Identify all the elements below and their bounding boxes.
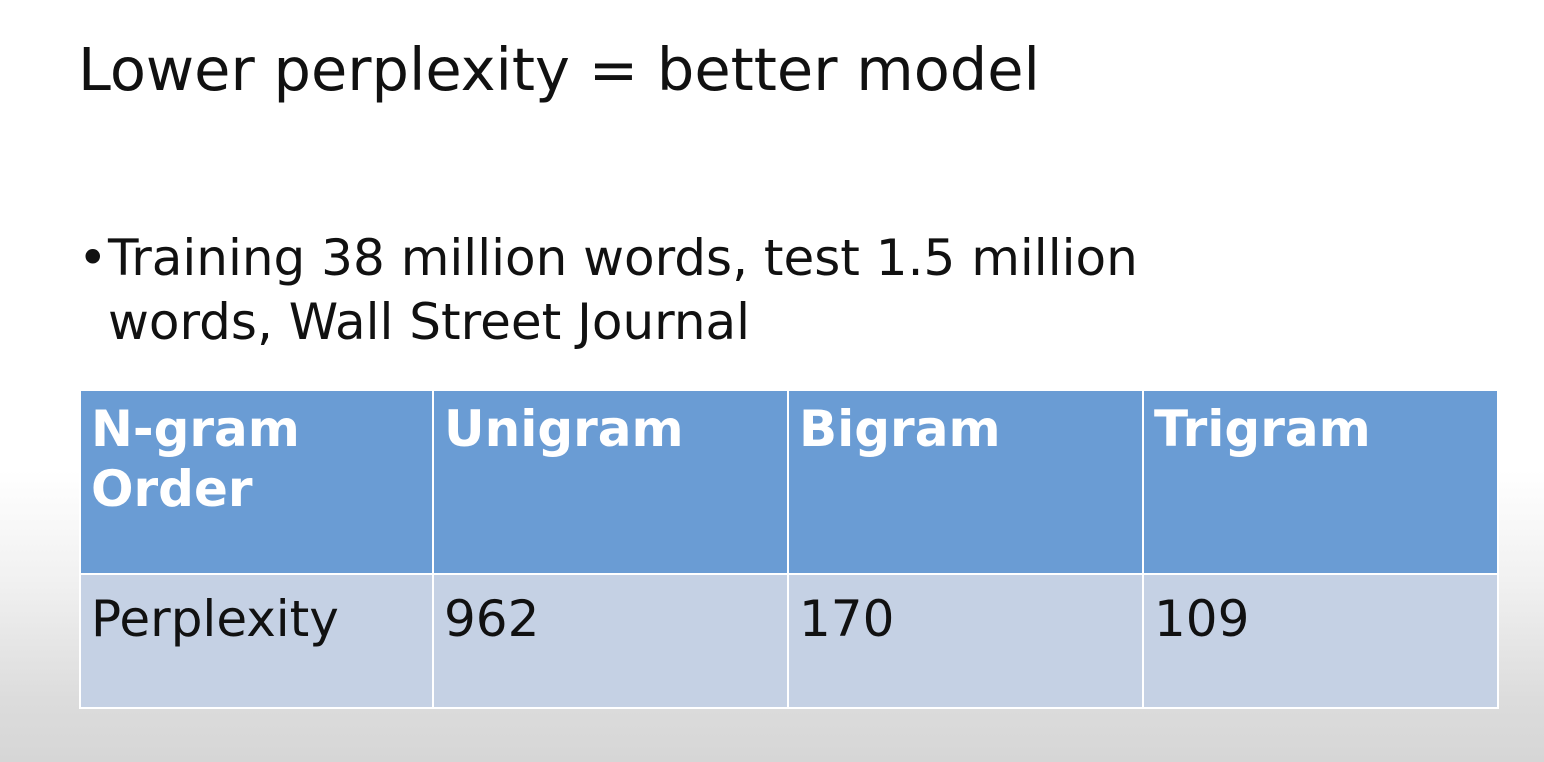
- value-unigram: 962: [432, 573, 789, 709]
- bullet-item: • Training 38 million words, test 1.5 mi…: [78, 226, 1378, 354]
- bullet-point-icon: •: [78, 229, 108, 287]
- header-unigram: Unigram: [432, 389, 789, 575]
- value-bigram: 170: [787, 573, 1144, 709]
- header-ngram-order: N-gram Order: [79, 389, 434, 575]
- bullet-list: • Training 38 million words, test 1.5 mi…: [78, 226, 1378, 354]
- table-header-row: N-gram Order Unigram Bigram Trigram: [79, 389, 1499, 575]
- value-trigram: 109: [1142, 573, 1499, 709]
- table-row: Perplexity 962 170 109: [79, 573, 1499, 709]
- slide-title: Lower perplexity = better model: [78, 35, 1040, 104]
- header-trigram: Trigram: [1142, 389, 1499, 575]
- bullet-text: Training 38 million words, test 1.5 mill…: [108, 229, 1138, 351]
- row-label-perplexity: Perplexity: [79, 573, 434, 709]
- header-bigram: Bigram: [787, 389, 1144, 575]
- perplexity-table: N-gram Order Unigram Bigram Trigram Perp…: [79, 389, 1499, 709]
